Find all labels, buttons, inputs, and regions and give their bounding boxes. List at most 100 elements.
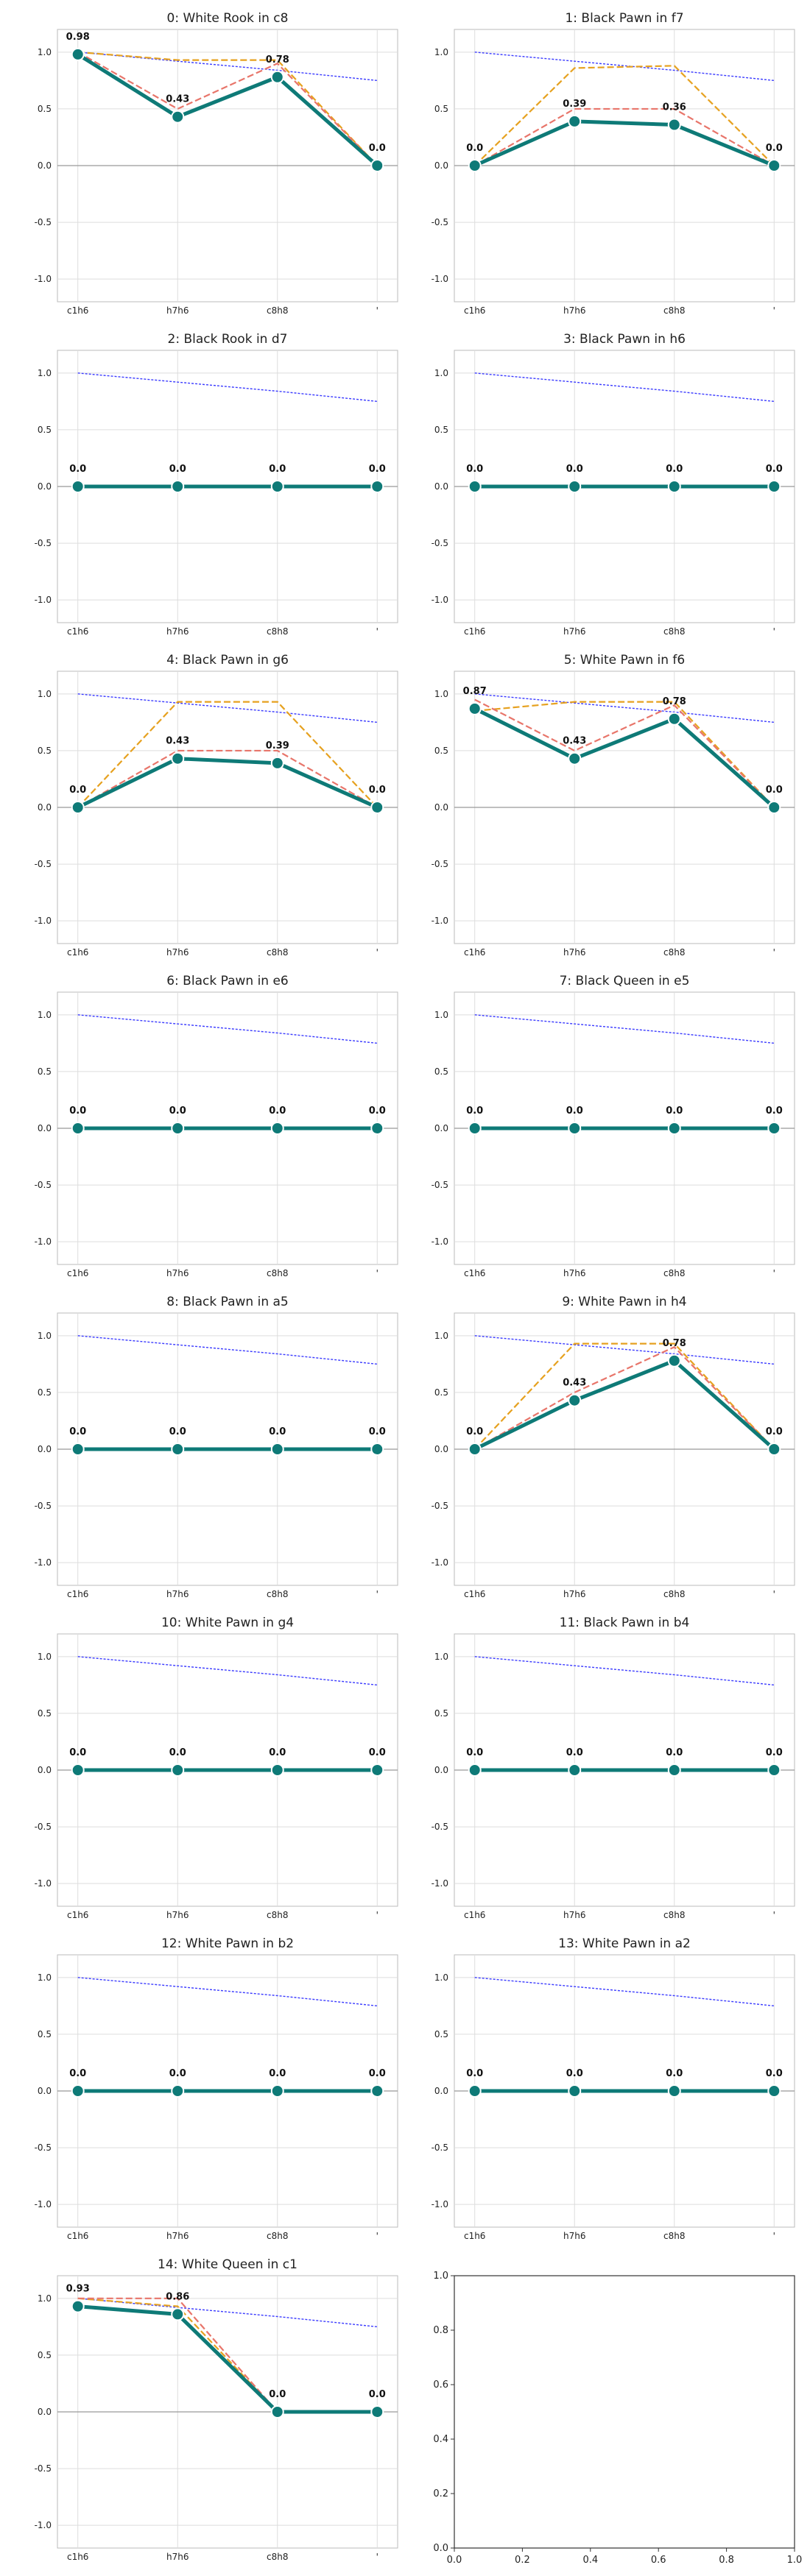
subplot-title: 12: White Pawn in b2: [161, 1936, 294, 1951]
data-point: [667, 1354, 681, 1367]
x-tick-label: c8h8: [663, 1268, 685, 1278]
data-label: 0.0: [369, 143, 386, 154]
data-label: 0.0: [69, 785, 86, 796]
y-tick-label: 0.2: [433, 2488, 448, 2499]
x-tick-label: ': [773, 626, 775, 637]
orange-dashed-line: [77, 2297, 378, 2413]
data-label: 0.43: [563, 1378, 586, 1389]
y-tick-label: 0.5: [434, 1066, 448, 1077]
data-label: 0.0: [566, 1105, 583, 1117]
reference-line: [77, 52, 378, 82]
data-point: [171, 751, 185, 765]
y-tick-label: 0.0: [38, 1123, 52, 1133]
x-tick-label: c8h8: [267, 1910, 288, 1920]
x-tick-label: h7h6: [563, 1910, 585, 1920]
data-label: 0.0: [369, 2068, 386, 2079]
x-tick-label: c1h6: [464, 305, 485, 316]
x-tick-label: c8h8: [663, 947, 685, 958]
y-tick-label: 1.0: [434, 47, 448, 57]
y-tick-label: 1.0: [433, 2271, 448, 2282]
y-tick-label: 1.0: [38, 1331, 52, 1341]
y-tick-label: -0.5: [35, 1822, 52, 1832]
data-label: 0.0: [69, 1105, 86, 1117]
data-label: 0.0: [269, 1426, 286, 1437]
x-tick-label: 1.0: [787, 2555, 803, 2566]
x-tick-label: 0.2: [515, 2555, 530, 2566]
x-tick-label: ': [773, 1589, 775, 1599]
subplot-title: 10: White Pawn in g4: [161, 1616, 294, 1630]
x-tick-label: c8h8: [663, 305, 685, 316]
y-tick-label: -1.0: [35, 595, 52, 605]
y-tick-label: -1.0: [35, 916, 52, 926]
y-tick-label: -0.5: [35, 217, 52, 227]
x-tick-label: c8h8: [663, 1589, 685, 1599]
y-tick-label: 0.0: [38, 1444, 52, 1454]
y-tick-label: 0.5: [38, 1708, 52, 1719]
x-tick-label: ': [773, 1268, 775, 1278]
reference-line: [474, 1656, 775, 1686]
data-label: 0.0: [466, 1426, 483, 1437]
x-tick-label: ': [376, 2231, 378, 2241]
data-label: 0.0: [369, 464, 386, 475]
reference-line: [474, 1014, 775, 1044]
y-tick-label: 1.0: [38, 689, 52, 699]
y-tick-label: 0.5: [38, 2350, 52, 2360]
x-tick-label: h7h6: [166, 305, 189, 316]
red-dashed-line: [77, 749, 378, 808]
data-label: 0.0: [466, 143, 483, 154]
data-point: [270, 70, 284, 84]
data-label: 0.0: [369, 2389, 386, 2400]
main-line: [77, 2304, 378, 2414]
subplot-title: 7: Black Queen in e5: [560, 974, 690, 988]
data-label: 0.0: [169, 464, 186, 475]
x-tick-label: ': [376, 1910, 378, 1920]
y-tick-label: 0.5: [38, 1387, 52, 1398]
data-label: 0.39: [563, 99, 586, 110]
x-tick-label: 0.4: [582, 2555, 598, 2566]
red-dashed-line: [474, 107, 775, 166]
data-point: [71, 1763, 85, 1777]
subplot-title: 11: Black Pawn in b4: [560, 1616, 690, 1630]
data-point: [667, 2084, 681, 2098]
x-tick-label: c1h6: [464, 626, 485, 637]
main-line: [77, 757, 378, 810]
subplot-title: 0: White Rook in c8: [167, 11, 289, 26]
data-label: 0.0: [369, 1426, 386, 1437]
orange-dashed-line: [473, 1342, 775, 1450]
y-tick-label: 1.0: [434, 1331, 448, 1341]
y-tick-label: 1.0: [434, 1010, 448, 1020]
data-label: 0.0: [666, 1105, 683, 1117]
data-label: 0.0: [466, 1105, 483, 1117]
y-tick-label: 0.5: [434, 425, 448, 435]
x-tick-label: h7h6: [166, 947, 189, 958]
data-point: [767, 1122, 781, 1135]
x-tick-label: 0.6: [651, 2555, 666, 2566]
x-tick-label: ': [376, 1589, 378, 1599]
data-label: 0.0: [666, 2068, 683, 2079]
y-tick-label: 0.6: [433, 2379, 448, 2391]
data-point: [468, 2084, 482, 2098]
data-point: [71, 801, 85, 814]
y-tick-label: -1.0: [35, 1236, 52, 1247]
data-label: 0.0: [666, 1747, 683, 1758]
data-label: 0.0: [466, 1747, 483, 1758]
data-point: [468, 159, 482, 172]
x-tick-label: h7h6: [563, 305, 585, 316]
data-point: [767, 2084, 781, 2098]
x-tick-label: 0.0: [447, 2555, 462, 2566]
x-tick-label: h7h6: [166, 1268, 189, 1278]
data-point: [71, 2084, 85, 2098]
data-label: 0.0: [69, 2068, 86, 2079]
data-label: 0.0: [369, 1747, 386, 1758]
main-line: [473, 707, 775, 809]
data-label: 0.0: [766, 2068, 783, 2079]
y-tick-label: 0.5: [434, 746, 448, 756]
reference-line: [77, 372, 378, 403]
data-point: [370, 480, 384, 493]
y-tick-label: 0.0: [38, 2086, 52, 2096]
data-point: [667, 1763, 681, 1777]
data-point: [468, 1763, 482, 1777]
x-tick-label: ': [773, 305, 775, 316]
data-point: [667, 480, 681, 493]
subplot-5: 5: White Pawn in f6 1.0 0.5 0.0 -0.5 -1.0 c1h6…: [432, 653, 795, 958]
